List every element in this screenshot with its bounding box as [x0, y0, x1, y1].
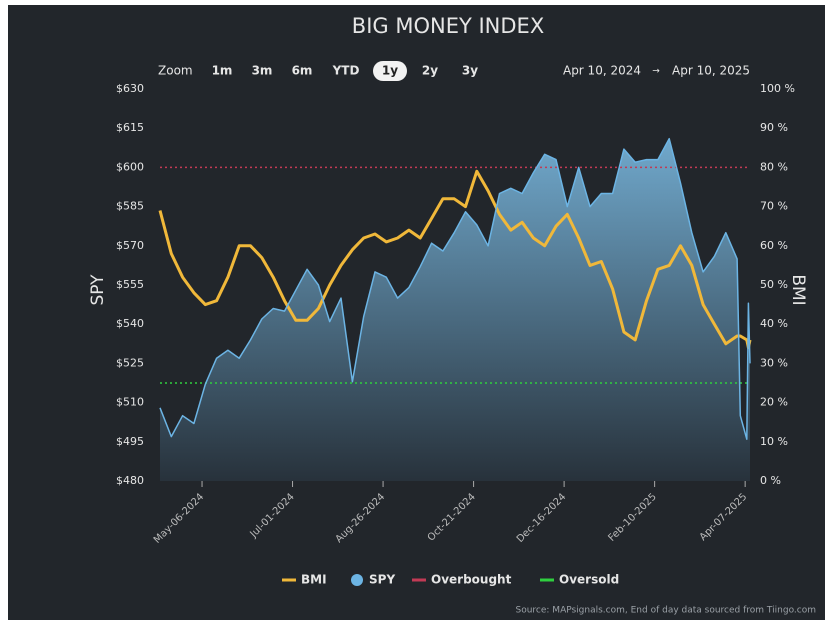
zoom-button[interactable]: 2y [422, 64, 438, 78]
y2-tick-label: 20 % [760, 396, 788, 409]
zoom-label: Zoom [158, 64, 193, 78]
legend-label[interactable]: BMI [301, 573, 327, 587]
zoom-button[interactable]: 1y [382, 64, 398, 78]
y2-tick-label: 70 % [760, 200, 788, 213]
chart-title: BIG MONEY INDEX [352, 14, 544, 38]
line [158, 169, 752, 350]
y-tick-label: $585 [116, 200, 144, 213]
y-tick-label: $540 [116, 317, 144, 330]
y-tick-label: $525 [116, 356, 144, 369]
zoom-button[interactable]: 1m [212, 64, 233, 78]
legend-label[interactable]: Oversold [559, 573, 619, 587]
range-end: Apr 10, 2025 [672, 64, 750, 78]
legend-label[interactable]: SPY [369, 573, 395, 587]
zoom-button[interactable]: YTD [332, 64, 360, 78]
y-tick-label: $480 [116, 474, 144, 487]
y-tick-label: $570 [116, 239, 144, 252]
y-tick-label: $615 [116, 121, 144, 134]
zoom-button[interactable]: 3m [252, 64, 273, 78]
y2-tick-label: 50 % [760, 278, 788, 291]
zoom-button[interactable]: 6m [292, 64, 313, 78]
y2-tick-label: 30 % [760, 356, 788, 369]
legend-swatch[interactable] [351, 574, 363, 586]
line [159, 137, 751, 440]
y2-tick-label: 80 % [760, 160, 788, 173]
y2-tick-label: 100 % [760, 82, 795, 95]
range-arrow: → [652, 67, 660, 77]
y2-tick-label: 40 % [760, 317, 788, 330]
y2-tick-label: 10 % [760, 435, 788, 448]
y-tick-label: $600 [116, 160, 144, 173]
y2-tick-label: 0 % [760, 474, 781, 487]
y2-axis-label: BMI [788, 274, 808, 305]
y-tick-label: $495 [116, 435, 144, 448]
range-start: Apr 10, 2024 [563, 64, 641, 78]
y-axis-label: SPY [88, 274, 108, 306]
legend-label[interactable]: Overbought [431, 573, 512, 587]
y-tick-label: $555 [116, 278, 144, 291]
y2-tick-label: 90 % [760, 121, 788, 134]
y2-tick-label: 60 % [760, 239, 788, 252]
y-tick-label: $510 [116, 396, 144, 409]
y-tick-label: $630 [116, 82, 144, 95]
area [160, 138, 750, 481]
source-note: Source: MAPsignals.com, End of day data … [516, 606, 817, 616]
zoom-button[interactable]: 3y [462, 64, 478, 78]
zoom-selected[interactable] [373, 61, 407, 81]
